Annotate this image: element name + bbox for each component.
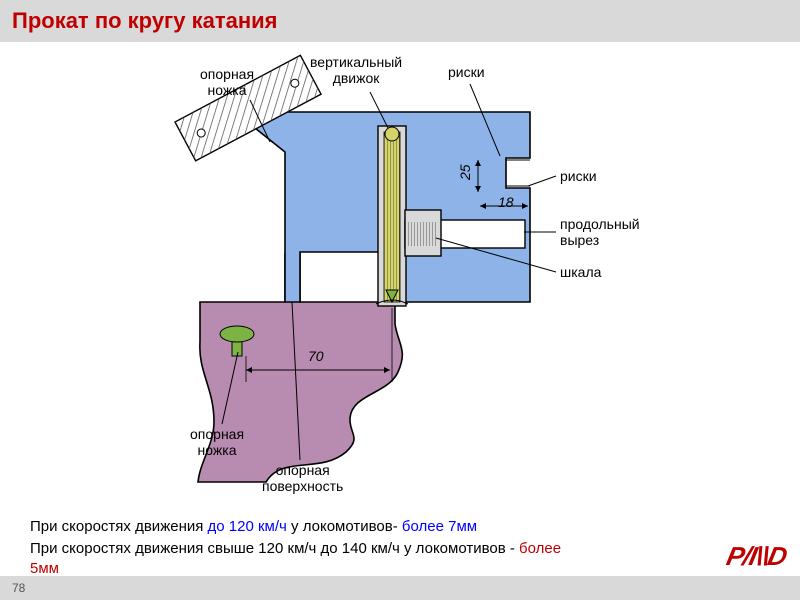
footer-bar: 78: [0, 576, 800, 600]
label-vert-dvizhok: вертикальныйдвижок: [310, 54, 402, 86]
dim-18: 18: [498, 194, 514, 210]
left-support-knob: [220, 326, 254, 342]
label-shkala: шкала: [560, 264, 601, 280]
page-title: Прокат по кругу катания: [12, 8, 277, 34]
header-bar: Прокат по кругу катания: [0, 0, 800, 42]
page-number: 78: [12, 581, 25, 595]
footer-line-2: При скоростях движения свыше 120 км/ч до…: [30, 540, 561, 557]
diagram: 25 опорнаяножка вертикальныйдвижок риски…: [0, 42, 800, 512]
leader-riski-right: [528, 176, 556, 186]
label-riski-top: риски: [448, 64, 485, 80]
label-opornaya-nozhka2: опорнаяножка: [190, 426, 244, 458]
diagram-svg: 25: [0, 42, 800, 512]
slider-knob: [385, 127, 399, 141]
dim-25: 25: [457, 164, 473, 181]
label-opornaya-nozhka: опорнаяножка: [200, 66, 254, 98]
rzd-logo: P/I\\D: [724, 541, 790, 572]
footer-line-1: При скоростях движения до 120 км/ч у лок…: [30, 518, 477, 535]
label-prodolny-vyrez: продольныйвырез: [560, 216, 640, 248]
label-opornaya-poverh: опорнаяповерхность: [262, 462, 343, 494]
dim-70: 70: [308, 348, 324, 364]
footer-line-3: 5мм: [30, 560, 59, 577]
label-riski-right: риски: [560, 168, 597, 184]
